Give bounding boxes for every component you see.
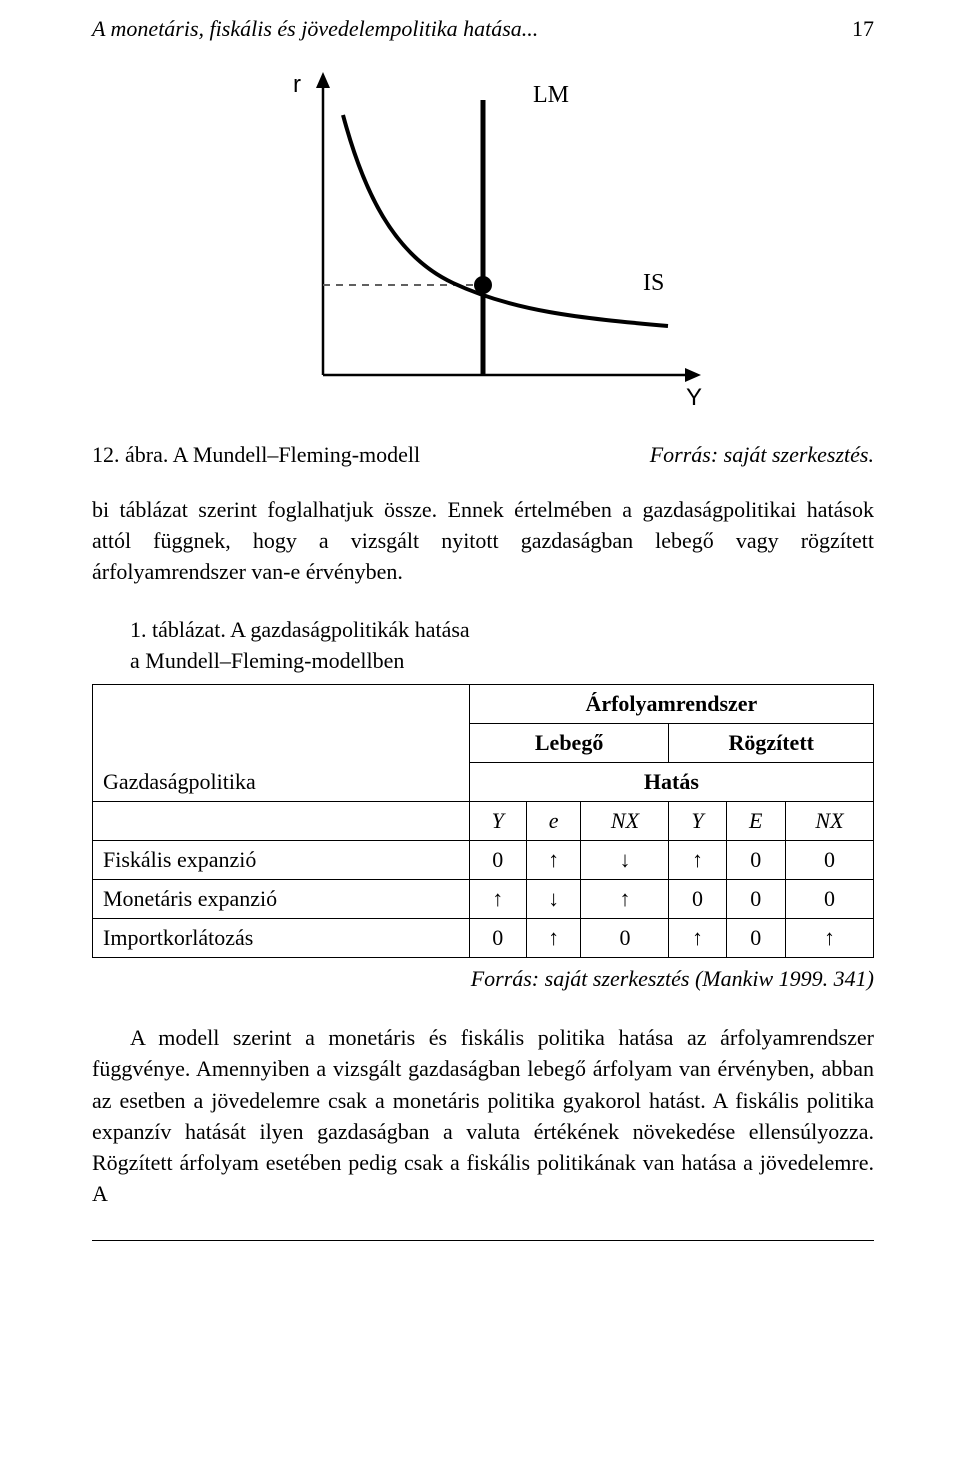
cell: 0 [785,841,873,880]
svg-text:r: r [293,71,301,98]
table-source: Forrás: saját szerkesztés (Mankiw 1999. … [92,966,874,992]
cell: ↑ [469,880,526,919]
cell: 0 [469,919,526,958]
svg-text:Y: Y [686,384,702,411]
rowhead-label: Gazdaságpolitika [103,769,256,794]
col-var: NX [785,802,873,841]
table-row: Monetáris expanzió ↑ ↓ ↑ 0 0 0 [93,880,874,919]
cell: ↑ [669,841,726,880]
subhead-lebego: Lebegő [469,724,669,763]
running-head: A monetáris, fiskális és jövedelempoliti… [92,16,874,42]
col-var: E [726,802,785,841]
figure-caption-right: Forrás: saját szerkesztés. [650,442,874,468]
bottom-rule [92,1240,874,1241]
cell: 0 [785,880,873,919]
group-header: Árfolyamrendszer [469,685,873,724]
figure-mundell-fleming: r Y LM IS [248,60,718,420]
svg-text:LM: LM [533,82,569,108]
col-var: Y [669,802,726,841]
cell: ↓ [581,841,669,880]
table-row: Importkorlátozás 0 ↑ 0 ↑ 0 ↑ [93,919,874,958]
running-title: A monetáris, fiskális és jövedelempoliti… [92,16,538,42]
cell: ↑ [785,919,873,958]
row-label: Monetáris expanzió [93,880,470,919]
cell: ↑ [526,841,581,880]
row-label: Importkorlátozás [93,919,470,958]
cell: 0 [469,841,526,880]
table-title-line2: a Mundell–Fleming-modellben [130,648,404,673]
svg-text:IS: IS [643,270,664,296]
col-var: NX [581,802,669,841]
policy-effects-table: Gazdaságpolitika Árfolyamrendszer Lebegő… [92,684,874,958]
cell: ↑ [581,880,669,919]
cell: 0 [669,880,726,919]
cell: 0 [726,841,785,880]
is-lm-chart: r Y LM IS [248,60,718,420]
figure-caption-left: 12. ábra. A Mundell–Fleming-modell [92,442,420,468]
col-var: e [526,802,581,841]
figure-caption-row: 12. ábra. A Mundell–Fleming-modell Forrá… [92,442,874,468]
effect-header: Hatás [469,763,873,802]
row-label: Fiskális expanzió [93,841,470,880]
paragraph-1: bi táblázat szerint foglalhatjuk össze. … [92,494,874,588]
cell: 0 [726,919,785,958]
table-title-line1: 1. táblázat. A gazdaságpolitikák hatása [130,617,470,642]
cell: ↑ [526,919,581,958]
table-title: 1. táblázat. A gazdaságpolitikák hatása … [130,614,874,676]
page-number: 17 [852,16,874,42]
table-var-row: Y e NX Y E NX [93,802,874,841]
cell: ↑ [669,919,726,958]
col-var: Y [469,802,526,841]
table-row: Fiskális expanzió 0 ↑ ↓ ↑ 0 0 [93,841,874,880]
paragraph-2: A modell szerint a monetáris és fiskális… [92,1022,874,1209]
subhead-rogzitett: Rögzített [669,724,874,763]
cell: 0 [581,919,669,958]
cell: ↓ [526,880,581,919]
cell: 0 [726,880,785,919]
